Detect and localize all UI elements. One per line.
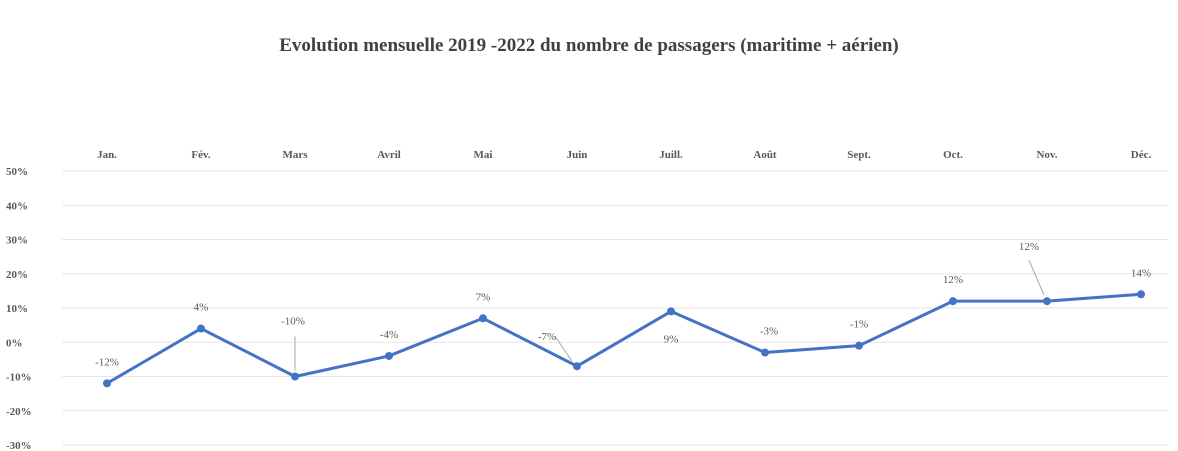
- data-point: [573, 362, 581, 371]
- data-point: [761, 348, 769, 357]
- x-axis-ticks: Jan. Fév. Mars Avril Mai Juin Juill. Août Sept. O…: [97, 149, 1151, 161]
- y-tick-label: -30%: [6, 440, 32, 451]
- y-tick-label: 20%: [6, 269, 28, 281]
- x-tick-label: Juin: [567, 149, 588, 161]
- gridlines: [62, 170, 1168, 446]
- data-label: -1%: [850, 319, 868, 331]
- y-tick-label: 0%: [6, 337, 23, 349]
- data-label: -4%: [380, 329, 398, 341]
- x-tick-label: Fév.: [191, 149, 210, 161]
- y-axis-ticks: 50% 40% 30% 20% 10% 0% -10% -20% -30%: [6, 166, 32, 451]
- data-label: 4%: [194, 302, 209, 314]
- x-tick-label: Nov.: [1036, 149, 1057, 161]
- x-tick-label: Jan.: [97, 149, 117, 161]
- x-tick-label: Août: [753, 149, 777, 161]
- data-label: -7%: [538, 331, 556, 343]
- y-tick-label: 50%: [6, 166, 28, 178]
- x-tick-label: Déc.: [1131, 149, 1152, 161]
- data-point: [667, 307, 675, 316]
- data-label: -3%: [760, 326, 778, 338]
- data-point: [1137, 290, 1145, 299]
- data-label: 7%: [476, 291, 491, 303]
- x-tick-label: Oct.: [943, 149, 963, 161]
- y-tick-label: 40%: [6, 200, 28, 212]
- series-line-path: [106, 292, 1142, 385]
- x-tick-label: Mai: [474, 149, 493, 161]
- data-point: [103, 379, 111, 388]
- x-tick-label: Sept.: [847, 149, 871, 161]
- y-tick-label: 10%: [6, 303, 28, 315]
- data-label: 14%: [1131, 267, 1151, 279]
- y-tick-label: 30%: [6, 235, 28, 247]
- data-point: [291, 372, 299, 381]
- leader-line: [554, 335, 573, 362]
- data-labels: -12% 4% -10% -4% 7% -7% 9% -3% -1% 12% 12% 14%: [95, 241, 1151, 371]
- data-label: 9%: [664, 333, 679, 345]
- data-label: -12%: [95, 356, 119, 368]
- chart-title: Evolution mensuelle 2019 -2022 du nombre…: [279, 35, 899, 56]
- data-point: [385, 351, 393, 360]
- data-point: [855, 341, 863, 350]
- y-tick-label: -20%: [6, 406, 32, 418]
- data-label: 12%: [943, 274, 963, 286]
- data-point: [1043, 297, 1051, 306]
- series-line: [103, 290, 1145, 388]
- leader-line: [1028, 259, 1045, 296]
- x-tick-label: Avril: [377, 149, 401, 161]
- data-point: [949, 297, 957, 306]
- x-tick-label: Juill.: [659, 149, 683, 161]
- data-point: [197, 324, 205, 333]
- data-point: [479, 314, 487, 323]
- data-label: -10%: [281, 316, 305, 328]
- x-tick-label: Mars: [282, 149, 308, 161]
- y-tick-label: -10%: [6, 372, 32, 384]
- data-label: 12%: [1019, 241, 1039, 253]
